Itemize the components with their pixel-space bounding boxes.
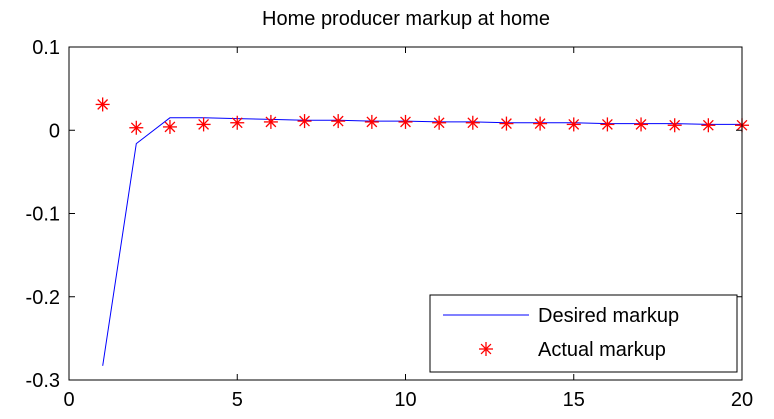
data-point-actual-markup — [364, 114, 379, 129]
x-tick-label: 15 — [563, 389, 585, 411]
legend-box — [429, 294, 738, 373]
legend-label-desired: Desired markup — [538, 305, 679, 327]
legend: Desired markup Actual markup — [429, 294, 738, 373]
series-line-desired-markup — [102, 117, 742, 366]
data-point-actual-markup — [95, 97, 110, 112]
y-tick-label: 0.1 — [32, 37, 60, 59]
data-point-actual-markup — [230, 115, 245, 130]
x-tick-label: 20 — [731, 389, 753, 411]
x-tick-label: 0 — [63, 389, 74, 411]
y-tick-label: -0.2 — [26, 287, 60, 309]
legend-label-actual: Actual markup — [538, 339, 666, 361]
data-point-actual-markup — [600, 117, 615, 132]
legend-asterisk-icon — [479, 342, 493, 356]
data-point-actual-markup — [297, 114, 312, 129]
ticks-layer: 0 5 10 15 20 -0.3 -0.2 -0.1 0 0.1 — [26, 37, 754, 411]
data-point-actual-markup — [263, 114, 278, 129]
x-tick-label: 5 — [232, 389, 243, 411]
data-point-actual-markup — [465, 115, 480, 130]
data-point-actual-markup — [129, 120, 144, 135]
data-point-actual-markup — [667, 118, 682, 133]
data-point-actual-markup — [634, 117, 649, 132]
data-point-actual-markup — [331, 114, 346, 129]
y-tick-label: -0.3 — [26, 370, 60, 392]
chart-title: Home producer markup at home — [262, 8, 550, 30]
y-tick-label: 0 — [49, 120, 60, 142]
data-point-actual-markup — [701, 118, 716, 133]
data-point-actual-markup — [162, 119, 177, 134]
legend-marker-actual — [479, 342, 493, 356]
x-tick-label: 10 — [394, 389, 416, 411]
data-point-actual-markup — [398, 114, 413, 129]
data-point-actual-markup — [432, 115, 447, 130]
data-point-actual-markup — [499, 116, 514, 131]
data-point-actual-markup — [196, 117, 211, 132]
data-point-actual-markup — [566, 117, 581, 132]
y-tick-label: -0.1 — [26, 204, 60, 226]
data-point-actual-markup — [533, 116, 548, 131]
